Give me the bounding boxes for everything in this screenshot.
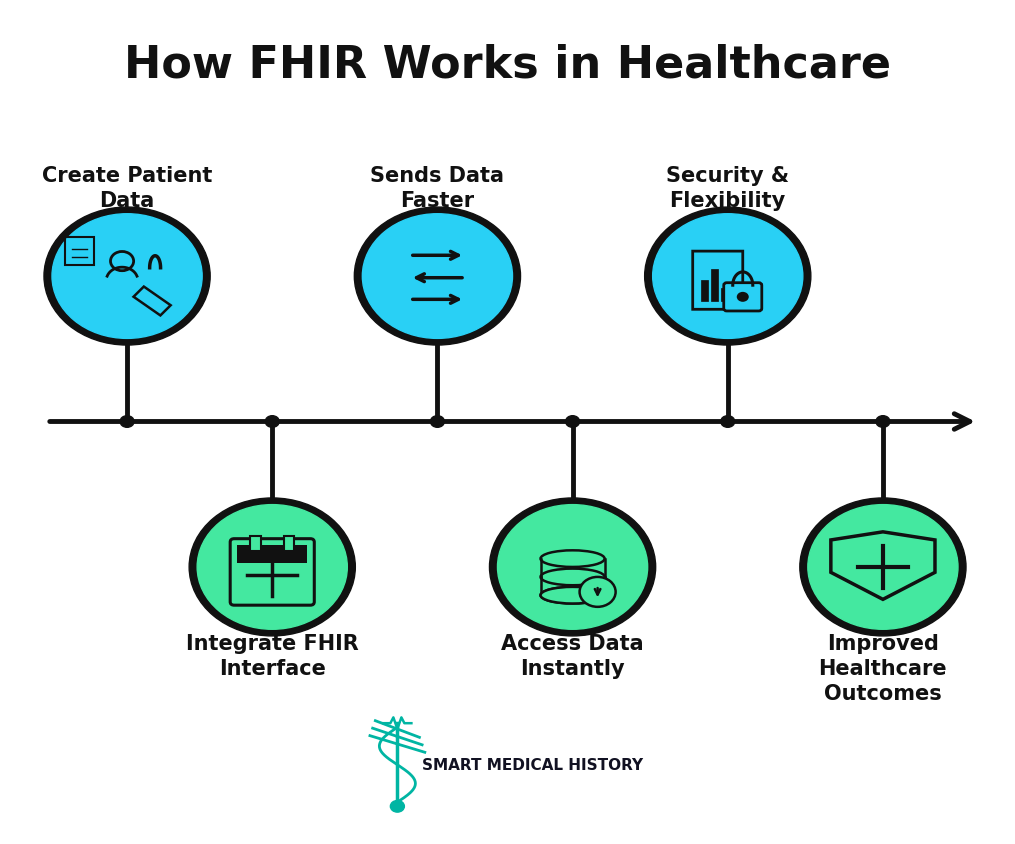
Circle shape xyxy=(44,208,210,346)
Circle shape xyxy=(721,416,735,428)
Circle shape xyxy=(737,293,749,302)
Circle shape xyxy=(354,208,521,346)
Text: Create Patient
Data: Create Patient Data xyxy=(42,165,212,210)
Circle shape xyxy=(120,416,134,428)
Circle shape xyxy=(565,416,580,428)
Circle shape xyxy=(645,208,811,346)
Circle shape xyxy=(489,498,656,636)
Circle shape xyxy=(800,498,966,636)
Text: How FHIR Works in Healthcare: How FHIR Works in Healthcare xyxy=(124,44,891,87)
Bar xyxy=(251,537,261,551)
FancyBboxPatch shape xyxy=(724,284,762,311)
Text: Sends Data
Faster: Sends Data Faster xyxy=(370,165,504,210)
Ellipse shape xyxy=(541,587,605,603)
Text: Integrate FHIR
Interface: Integrate FHIR Interface xyxy=(186,634,358,679)
Circle shape xyxy=(430,416,445,428)
Circle shape xyxy=(197,505,347,630)
Circle shape xyxy=(52,214,202,339)
Circle shape xyxy=(497,505,648,630)
Circle shape xyxy=(653,214,803,339)
Bar xyxy=(700,281,707,301)
Text: Security &
Flexibility: Security & Flexibility xyxy=(666,165,790,210)
Circle shape xyxy=(391,801,404,812)
Text: Access Data
Instantly: Access Data Instantly xyxy=(501,634,644,679)
Text: Improved
Healthcare
Outcomes: Improved Healthcare Outcomes xyxy=(819,634,947,703)
Circle shape xyxy=(265,416,279,428)
Circle shape xyxy=(189,498,355,636)
Bar xyxy=(284,537,294,551)
Circle shape xyxy=(580,577,616,607)
Circle shape xyxy=(876,416,890,428)
Text: SMART MEDICAL HISTORY: SMART MEDICAL HISTORY xyxy=(422,757,644,772)
Bar xyxy=(710,270,718,301)
Circle shape xyxy=(808,505,958,630)
Bar xyxy=(238,545,308,563)
Circle shape xyxy=(362,214,513,339)
Bar xyxy=(721,289,728,301)
